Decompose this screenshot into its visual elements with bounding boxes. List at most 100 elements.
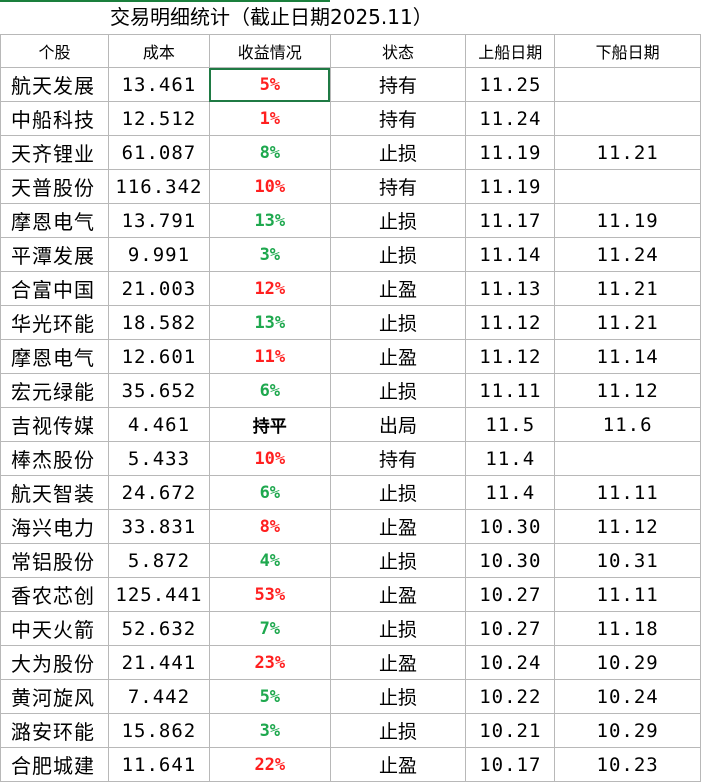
header-sell-date[interactable]: 下船日期 bbox=[554, 34, 701, 68]
cost-cell[interactable]: 15.862 bbox=[107, 713, 210, 748]
stock-cell[interactable]: 潞安环能 bbox=[0, 713, 109, 748]
cost-cell[interactable]: 61.087 bbox=[107, 135, 210, 170]
sell-date-cell[interactable]: 11.14 bbox=[554, 339, 701, 374]
buy-date-cell[interactable]: 10.30 bbox=[465, 543, 556, 578]
sell-date-cell[interactable] bbox=[554, 169, 701, 204]
pnl-cell[interactable]: 1% bbox=[208, 101, 331, 136]
status-cell[interactable]: 止损 bbox=[329, 679, 467, 714]
stock-cell[interactable]: 合富中国 bbox=[0, 271, 109, 306]
buy-date-cell[interactable]: 10.30 bbox=[465, 509, 556, 544]
buy-date-cell[interactable]: 11.25 bbox=[465, 67, 556, 102]
cost-cell[interactable]: 125.441 bbox=[107, 577, 210, 612]
stock-cell[interactable]: 合肥城建 bbox=[0, 747, 109, 782]
sell-date-cell[interactable]: 10.31 bbox=[554, 543, 701, 578]
stock-cell[interactable]: 大为股份 bbox=[0, 645, 109, 680]
stock-cell[interactable]: 宏元绿能 bbox=[0, 373, 109, 408]
buy-date-cell[interactable]: 10.17 bbox=[465, 747, 556, 782]
buy-date-cell[interactable]: 11.19 bbox=[465, 169, 556, 204]
pnl-cell[interactable]: 8% bbox=[208, 509, 331, 544]
sell-date-cell[interactable]: 11.19 bbox=[554, 203, 701, 238]
pnl-cell[interactable]: 7% bbox=[208, 611, 331, 646]
cost-cell[interactable]: 13.461 bbox=[107, 67, 210, 102]
status-cell[interactable]: 持有 bbox=[329, 67, 467, 102]
cost-cell[interactable]: 33.831 bbox=[107, 509, 210, 544]
stock-cell[interactable]: 吉视传媒 bbox=[0, 407, 109, 442]
status-cell[interactable]: 止损 bbox=[329, 713, 467, 748]
cost-cell[interactable]: 13.791 bbox=[107, 203, 210, 238]
sell-date-cell[interactable] bbox=[554, 67, 701, 102]
sell-date-cell[interactable]: 11.18 bbox=[554, 611, 701, 646]
stock-cell[interactable]: 天普股份 bbox=[0, 169, 109, 204]
status-cell[interactable]: 止损 bbox=[329, 305, 467, 340]
buy-date-cell[interactable]: 11.11 bbox=[465, 373, 556, 408]
cost-cell[interactable]: 7.442 bbox=[107, 679, 210, 714]
status-cell[interactable]: 持有 bbox=[329, 101, 467, 136]
stock-cell[interactable]: 常铝股份 bbox=[0, 543, 109, 578]
status-cell[interactable]: 止损 bbox=[329, 611, 467, 646]
sell-date-cell[interactable]: 11.24 bbox=[554, 237, 701, 272]
sell-date-cell[interactable]: 10.29 bbox=[554, 713, 701, 748]
cost-cell[interactable]: 12.512 bbox=[107, 101, 210, 136]
pnl-cell[interactable]: 23% bbox=[208, 645, 331, 680]
sell-date-cell[interactable]: 11.12 bbox=[554, 509, 701, 544]
pnl-cell[interactable]: 4% bbox=[208, 543, 331, 578]
stock-cell[interactable]: 航天智装 bbox=[0, 475, 109, 510]
header-pnl[interactable]: 收益情况 bbox=[208, 34, 331, 68]
sell-date-cell[interactable]: 11.21 bbox=[554, 305, 701, 340]
pnl-cell[interactable]: 5% bbox=[208, 67, 331, 102]
pnl-cell[interactable]: 53% bbox=[208, 577, 331, 612]
cost-cell[interactable]: 18.582 bbox=[107, 305, 210, 340]
pnl-cell[interactable]: 持平 bbox=[208, 407, 331, 442]
buy-date-cell[interactable]: 11.17 bbox=[465, 203, 556, 238]
pnl-cell[interactable]: 12% bbox=[208, 271, 331, 306]
pnl-cell[interactable]: 6% bbox=[208, 373, 331, 408]
header-status[interactable]: 状态 bbox=[329, 34, 467, 68]
sell-date-cell[interactable] bbox=[554, 441, 701, 476]
cost-cell[interactable]: 24.672 bbox=[107, 475, 210, 510]
cost-cell[interactable]: 4.461 bbox=[107, 407, 210, 442]
buy-date-cell[interactable]: 11.12 bbox=[465, 339, 556, 374]
sell-date-cell[interactable]: 11.21 bbox=[554, 271, 701, 306]
status-cell[interactable]: 出局 bbox=[329, 407, 467, 442]
stock-cell[interactable]: 中天火箭 bbox=[0, 611, 109, 646]
pnl-cell[interactable]: 10% bbox=[208, 441, 331, 476]
cost-cell[interactable]: 5.433 bbox=[107, 441, 210, 476]
stock-cell[interactable]: 棒杰股份 bbox=[0, 441, 109, 476]
pnl-cell[interactable]: 3% bbox=[208, 237, 331, 272]
status-cell[interactable]: 止损 bbox=[329, 373, 467, 408]
cost-cell[interactable]: 9.991 bbox=[107, 237, 210, 272]
buy-date-cell[interactable]: 11.13 bbox=[465, 271, 556, 306]
status-cell[interactable]: 止损 bbox=[329, 135, 467, 170]
cost-cell[interactable]: 21.003 bbox=[107, 271, 210, 306]
header-buy-date[interactable]: 上船日期 bbox=[465, 34, 556, 68]
sell-date-cell[interactable]: 11.11 bbox=[554, 475, 701, 510]
buy-date-cell[interactable]: 11.24 bbox=[465, 101, 556, 136]
stock-cell[interactable]: 天齐锂业 bbox=[0, 135, 109, 170]
stock-cell[interactable]: 航天发展 bbox=[0, 67, 109, 102]
status-cell[interactable]: 止盈 bbox=[329, 339, 467, 374]
buy-date-cell[interactable]: 11.5 bbox=[465, 407, 556, 442]
stock-cell[interactable]: 平潭发展 bbox=[0, 237, 109, 272]
pnl-cell[interactable]: 22% bbox=[208, 747, 331, 782]
buy-date-cell[interactable]: 10.22 bbox=[465, 679, 556, 714]
stock-cell[interactable]: 华光环能 bbox=[0, 305, 109, 340]
pnl-cell[interactable]: 10% bbox=[208, 169, 331, 204]
cost-cell[interactable]: 5.872 bbox=[107, 543, 210, 578]
cost-cell[interactable]: 11.641 bbox=[107, 747, 210, 782]
sell-date-cell[interactable] bbox=[554, 101, 701, 136]
sell-date-cell[interactable]: 10.29 bbox=[554, 645, 701, 680]
status-cell[interactable]: 止损 bbox=[329, 475, 467, 510]
pnl-cell[interactable]: 8% bbox=[208, 135, 331, 170]
sell-date-cell[interactable]: 10.24 bbox=[554, 679, 701, 714]
stock-cell[interactable]: 香农芯创 bbox=[0, 577, 109, 612]
stock-cell[interactable]: 中船科技 bbox=[0, 101, 109, 136]
status-cell[interactable]: 止盈 bbox=[329, 577, 467, 612]
sell-date-cell[interactable]: 11.11 bbox=[554, 577, 701, 612]
header-cost[interactable]: 成本 bbox=[107, 34, 210, 68]
status-cell[interactable]: 止损 bbox=[329, 543, 467, 578]
stock-cell[interactable]: 摩恩电气 bbox=[0, 203, 109, 238]
cost-cell[interactable]: 116.342 bbox=[107, 169, 210, 204]
status-cell[interactable]: 止损 bbox=[329, 237, 467, 272]
pnl-cell[interactable]: 13% bbox=[208, 203, 331, 238]
buy-date-cell[interactable]: 10.27 bbox=[465, 611, 556, 646]
